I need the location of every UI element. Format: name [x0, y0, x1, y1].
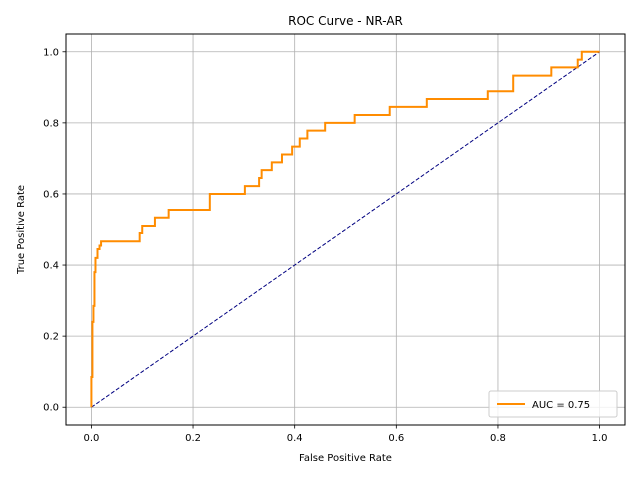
- roc-curve-line: [90, 50, 600, 408]
- y-tick-label: 0.6: [43, 189, 59, 200]
- legend-label: AUC = 0.75: [532, 400, 590, 411]
- y-tick-label: 0.8: [43, 118, 59, 129]
- x-tick-label: 0.0: [83, 433, 99, 444]
- x-tick-label: 0.6: [388, 433, 404, 444]
- x-tick-label: 0.8: [490, 433, 506, 444]
- x-tick-label: 1.0: [592, 433, 608, 444]
- random-chance-line: [91, 51, 600, 408]
- y-tick-label: 0.4: [43, 261, 59, 272]
- x-axis-label: False Positive Rate: [299, 453, 392, 464]
- plot-frame: [65, 33, 626, 426]
- x-tick-label: 0.4: [287, 433, 303, 444]
- x-tick-label: 0.2: [185, 433, 201, 444]
- series-layer: [90, 50, 600, 408]
- y-axis-label: True Positive Rate: [16, 185, 27, 275]
- y-tick-label: 0.0: [43, 403, 59, 414]
- y-tick-label: 0.2: [43, 332, 59, 343]
- chart-title: ROC Curve - NR-AR: [288, 14, 403, 28]
- tick-layer: 0.0 0.2 0.4 0.6 0.8 1.0 0.0 0.2 0.4 0.6 0.8 1.0: [43, 47, 607, 444]
- legend: AUC = 0.75: [488, 390, 618, 418]
- legend-box: [488, 390, 618, 418]
- y-tick-label: 1.0: [43, 47, 59, 58]
